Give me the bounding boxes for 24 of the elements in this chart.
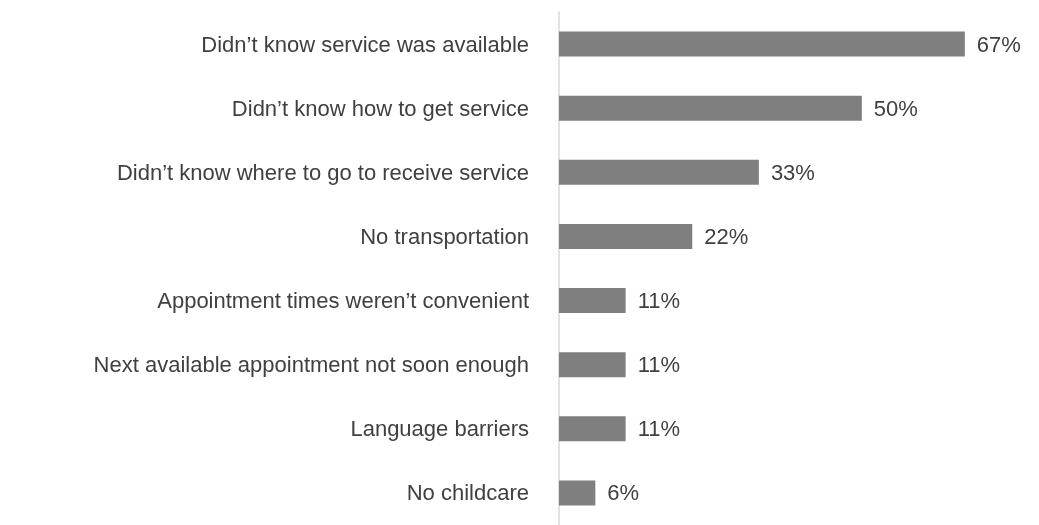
y-tick-label: Appointment times weren’t convenient (157, 288, 529, 314)
bar (559, 159, 759, 185)
y-tick-label: Language barriers (350, 416, 529, 442)
bar (559, 480, 596, 506)
data-label: 11% (637, 288, 681, 314)
bar (559, 416, 626, 442)
data-label: 50% (873, 95, 918, 121)
data-label: 33% (770, 159, 815, 185)
bar (559, 223, 693, 249)
y-tick-label: Didn’t know how to get service (231, 95, 529, 121)
data-label: 11% (637, 352, 681, 378)
data-label: 67% (976, 31, 1021, 57)
y-tick-label: No transportation (360, 223, 529, 249)
data-label: 11% (637, 416, 681, 442)
bar (559, 288, 626, 314)
bar (559, 95, 862, 121)
bar (559, 352, 626, 378)
y-tick-label: No childcare (406, 480, 529, 506)
data-label: 22% (704, 223, 749, 249)
data-label: 6% (607, 480, 640, 506)
y-tick-label: Didn’t know where to go to receive service (116, 159, 529, 185)
bar (559, 31, 965, 57)
y-tick-label: Next available appointment not soon enough (93, 352, 529, 378)
y-tick-label: Didn’t know service was available (201, 31, 529, 57)
